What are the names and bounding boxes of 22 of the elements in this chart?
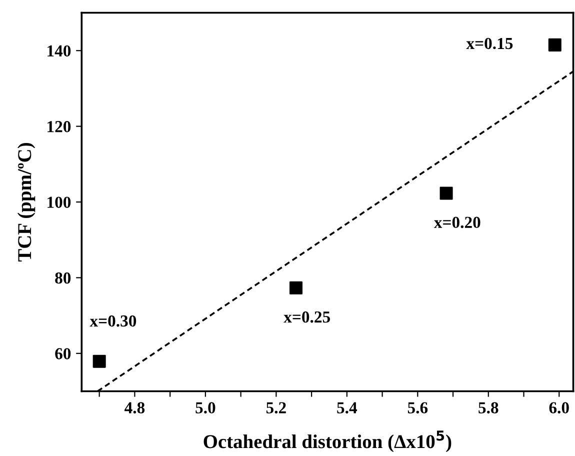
x-tick-label: 5.4 bbox=[337, 402, 358, 414]
x-axis-title: Octahedral distortion (Δx10$^{5}$) bbox=[204, 430, 452, 452]
point bbox=[289, 281, 302, 294]
x-tick-label: 5.6 bbox=[408, 402, 428, 414]
y-axis-title: TCF (ppm/ºC) bbox=[17, 143, 36, 262]
y-tick-label: 80 bbox=[55, 272, 71, 284]
y-tick-label: 140 bbox=[48, 45, 71, 57]
x-tick-label: 5.0 bbox=[196, 402, 216, 414]
x-tick-label: 5.2 bbox=[266, 402, 286, 414]
point bbox=[92, 354, 106, 368]
y-tick-label: 60 bbox=[55, 348, 71, 360]
annotation: x=0.15 bbox=[466, 38, 513, 50]
x-tick-label: 5.8 bbox=[478, 402, 498, 414]
x-tick-label: 6.0 bbox=[549, 402, 569, 414]
point bbox=[548, 38, 562, 52]
point bbox=[440, 186, 453, 200]
annotation: x=0.30 bbox=[90, 315, 136, 327]
annotation: x=0.20 bbox=[434, 216, 480, 228]
y-tick-label: 120 bbox=[48, 121, 71, 132]
x-tick-label: 4.8 bbox=[124, 402, 145, 414]
y-tick-label: 100 bbox=[48, 196, 71, 208]
annotation: x=0.25 bbox=[284, 311, 330, 323]
